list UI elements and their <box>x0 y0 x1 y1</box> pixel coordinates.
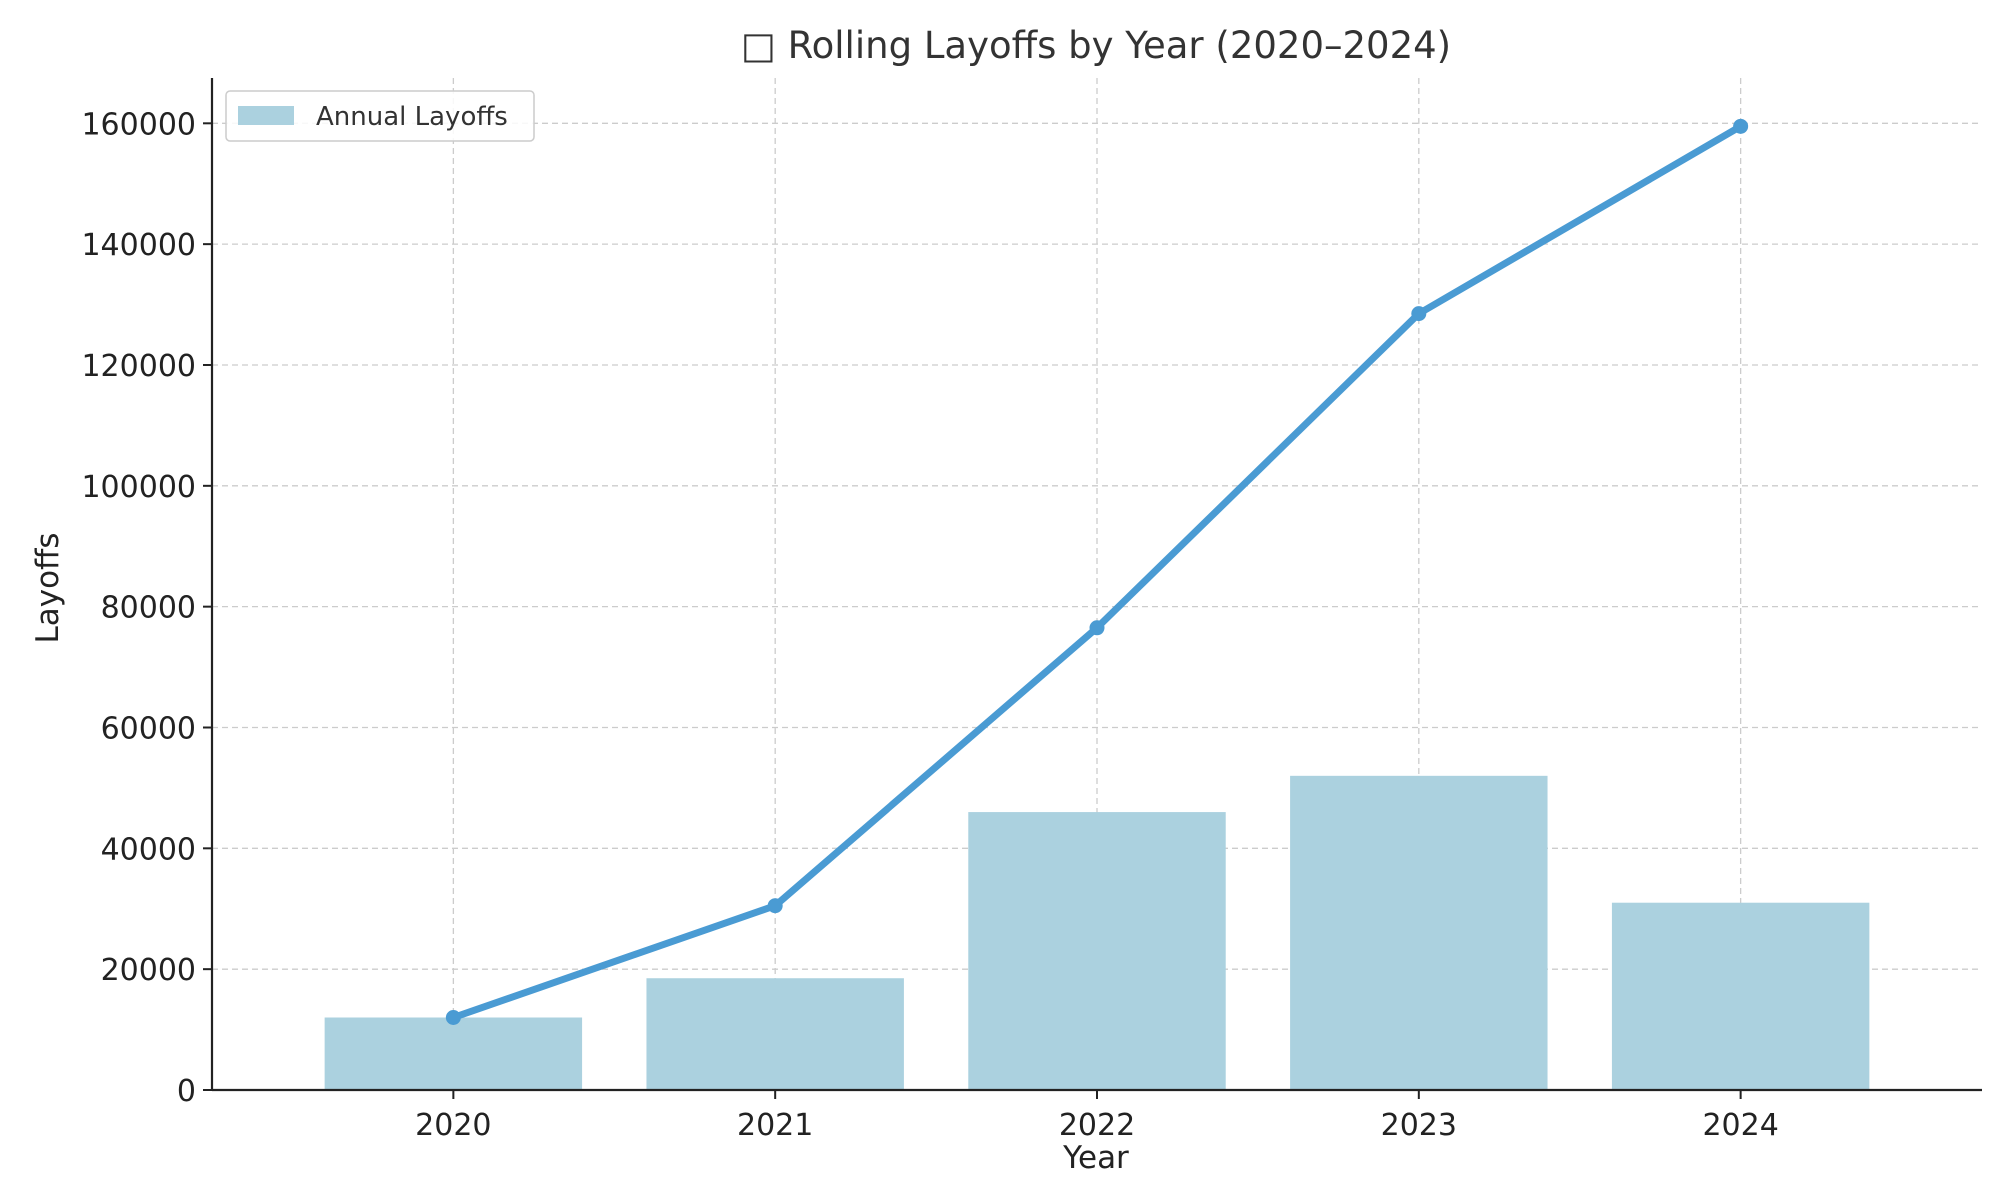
y-tick-label-0: 0 <box>177 1074 196 1109</box>
legend-label-annual-layoffs: Annual Layoffs <box>316 102 508 132</box>
bar-2023 <box>1290 775 1548 1090</box>
x-tick-label-2020: 2020 <box>415 1108 491 1143</box>
line-point-2022 <box>1089 620 1105 636</box>
x-tick-label-2021: 2021 <box>737 1108 813 1143</box>
bar-2020 <box>324 1017 583 1090</box>
y-tick-label-140000: 140000 <box>81 228 196 263</box>
line-point-2021 <box>767 898 783 914</box>
y-tick-label-160000: 160000 <box>81 107 196 142</box>
y-axis-label: Layoffs <box>30 532 66 643</box>
legend: Annual Layoffs <box>225 90 535 142</box>
bar-series <box>324 775 1870 1090</box>
y-tick-label-100000: 100000 <box>81 470 196 505</box>
line-point-2020 <box>445 1009 461 1025</box>
legend-swatch-annual-layoffs <box>238 106 294 125</box>
bar-2024 <box>1611 902 1870 1090</box>
line-series <box>445 118 1749 1025</box>
x-tick-label-2023: 2023 <box>1381 1108 1457 1143</box>
x-tick-label-2022: 2022 <box>1059 1108 1135 1143</box>
y-tick-label-40000: 40000 <box>101 832 196 867</box>
x-tick-label-2024: 2024 <box>1702 1108 1778 1143</box>
y-tick-label-60000: 60000 <box>101 711 196 746</box>
bar-2022 <box>968 812 1226 1090</box>
axes <box>203 78 1982 1099</box>
line-point-2023 <box>1411 306 1427 322</box>
tick-labels: 0 20000 40000 60000 80000 100000 120000 140000 1… <box>81 107 1778 1143</box>
y-tick-label-20000: 20000 <box>101 953 196 988</box>
y-tick-label-120000: 120000 <box>81 349 196 384</box>
legend-frame <box>225 90 535 142</box>
bar-2021 <box>646 978 904 1090</box>
line-point-2024 <box>1733 118 1749 134</box>
y-tick-label-80000: 80000 <box>101 591 196 626</box>
chart-title: □ Rolling Layoffs by Year (2020–2024) <box>741 24 1451 67</box>
x-axis-label: Year <box>1062 1140 1129 1176</box>
